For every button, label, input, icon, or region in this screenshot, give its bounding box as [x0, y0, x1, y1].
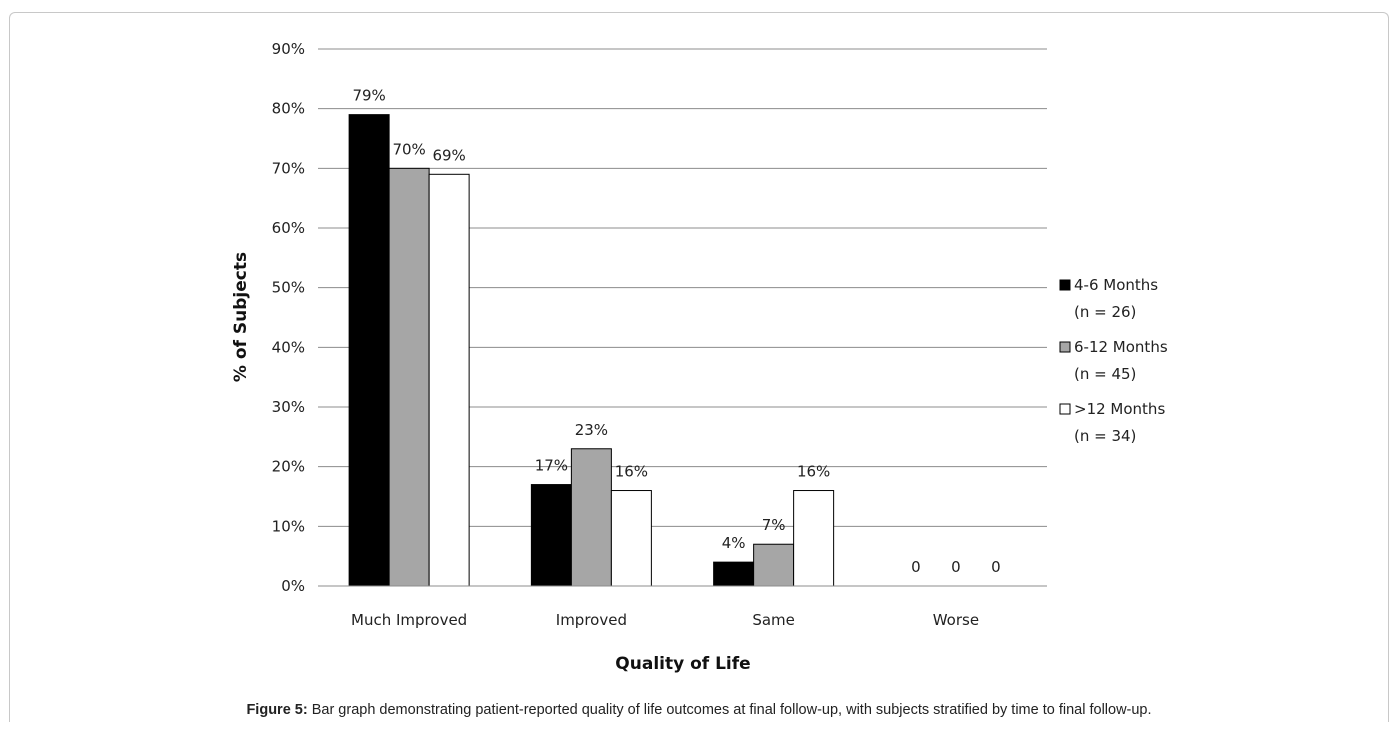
x-tick-label: Much Improved [351, 611, 467, 629]
legend-label: >12 Months [1074, 400, 1165, 418]
data-label: 16% [615, 463, 648, 481]
x-axis-title: Quality of Life [615, 654, 750, 674]
bar [428, 173, 470, 587]
data-label: 79% [352, 87, 385, 105]
y-tick-label: 30% [272, 398, 305, 416]
bar [530, 484, 572, 587]
x-tick-label: Same [752, 611, 795, 629]
caption-text: Bar graph demonstrating patient-reported… [307, 702, 1152, 718]
x-tick-label: Improved [556, 611, 627, 629]
legend-swatch [1059, 341, 1071, 353]
bar-chart: 0% 10% 20% 30% 40% 50% 60% 70% 80% 90% 79% 70% 69% 1… [231, 40, 1168, 674]
y-tick-label: 70% [272, 159, 305, 177]
data-label: 0 [951, 558, 961, 576]
y-tick-label: 60% [272, 219, 305, 237]
y-tick-label: 50% [272, 279, 305, 297]
legend-label: 4-6 Months [1074, 276, 1158, 294]
legend-sublabel: (n = 26) [1074, 303, 1136, 321]
data-label: 0 [991, 558, 1001, 576]
legend-label: 6-12 Months [1074, 338, 1168, 356]
figure-caption: Figure 5: Bar graph demonstrating patien… [0, 702, 1398, 718]
data-labels: 79% 70% 69% 17% 23% 16% 4% 7% 16% 0 0 0 [352, 87, 1000, 576]
x-tick-label: Worse [933, 611, 979, 629]
y-axis-title: % of Subjects [231, 252, 251, 382]
data-label: 70% [392, 140, 425, 158]
legend: 4-6 Months (n = 26) 6-12 Months (n = 45) >12… [1059, 276, 1168, 445]
data-label: 4% [722, 534, 746, 552]
bar [713, 561, 755, 587]
legend-swatch [1059, 279, 1071, 291]
bar [610, 490, 652, 587]
y-tick-labels: 0% 10% 20% 30% 40% 50% 60% 70% 80% 90% [272, 40, 305, 595]
data-label: 7% [762, 516, 786, 534]
legend-sublabel: (n = 34) [1074, 427, 1136, 445]
caption-label: Figure 5: [246, 702, 308, 718]
x-tick-labels: Much Improved Improved Same Worse [351, 611, 979, 629]
bar [753, 543, 795, 587]
bar [793, 490, 835, 587]
data-label: 69% [432, 146, 465, 164]
figure-frame [9, 12, 1389, 722]
data-label: 0 [911, 558, 921, 576]
legend-swatch [1059, 403, 1071, 415]
y-tick-label: 80% [272, 100, 305, 118]
y-tick-label: 20% [272, 458, 305, 476]
y-tick-label: 90% [272, 40, 305, 58]
y-tick-label: 40% [272, 338, 305, 356]
data-label: 16% [797, 463, 830, 481]
legend-sublabel: (n = 45) [1074, 365, 1136, 383]
bar [570, 448, 612, 587]
data-label: 17% [535, 457, 568, 475]
y-tick-label: 0% [281, 577, 305, 595]
data-label: 23% [575, 421, 608, 439]
bar [388, 167, 430, 587]
y-tick-label: 10% [272, 517, 305, 535]
bar [348, 114, 390, 587]
